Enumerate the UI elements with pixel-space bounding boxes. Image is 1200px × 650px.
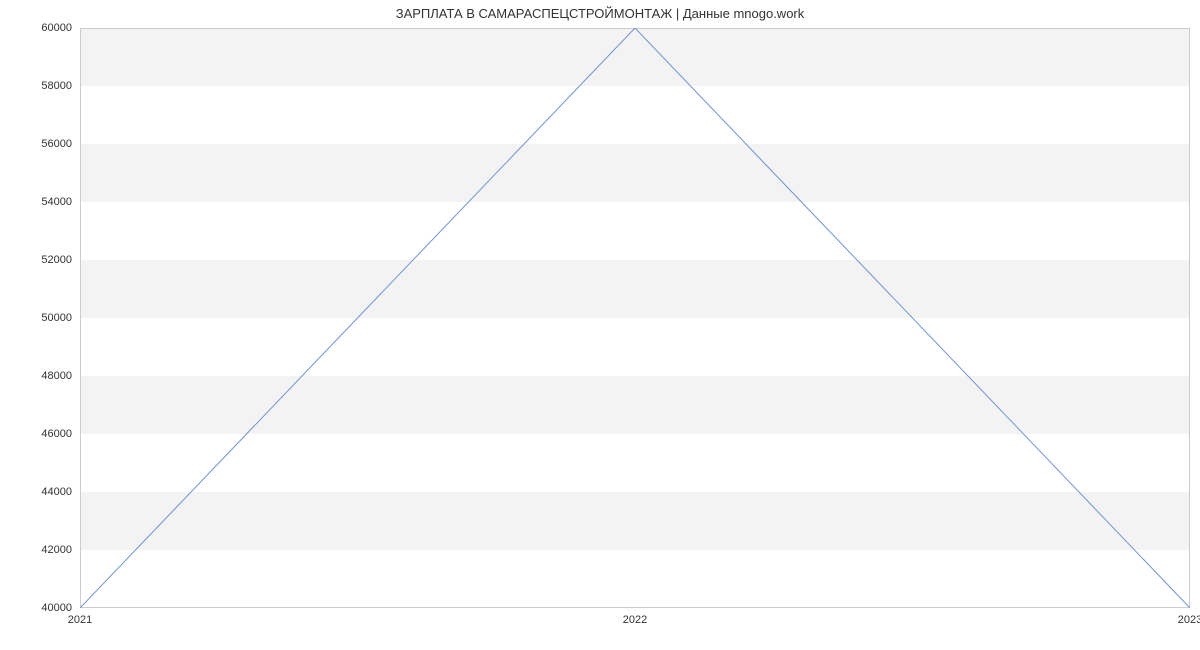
y-tick-label: 52000 bbox=[41, 254, 80, 266]
y-tick-label: 42000 bbox=[41, 544, 80, 556]
x-tick-label: 2022 bbox=[623, 608, 647, 626]
y-tick-label: 44000 bbox=[41, 486, 80, 498]
y-tick-label: 56000 bbox=[41, 138, 80, 150]
y-tick-label: 46000 bbox=[41, 428, 80, 440]
x-tick-label: 2021 bbox=[68, 608, 92, 626]
plot-area: 4000042000440004600048000500005200054000… bbox=[80, 28, 1190, 608]
y-tick-label: 58000 bbox=[41, 80, 80, 92]
chart-container: ЗАРПЛАТА В САМАРАСПЕЦСТРОЙМОНТАЖ | Данны… bbox=[0, 0, 1200, 650]
chart-title: ЗАРПЛАТА В САМАРАСПЕЦСТРОЙМОНТАЖ | Данны… bbox=[0, 6, 1200, 21]
y-tick-label: 54000 bbox=[41, 196, 80, 208]
y-tick-label: 60000 bbox=[41, 22, 80, 34]
y-tick-label: 50000 bbox=[41, 312, 80, 324]
y-tick-label: 48000 bbox=[41, 370, 80, 382]
chart-svg bbox=[80, 28, 1190, 608]
x-tick-label: 2023 bbox=[1178, 608, 1200, 626]
